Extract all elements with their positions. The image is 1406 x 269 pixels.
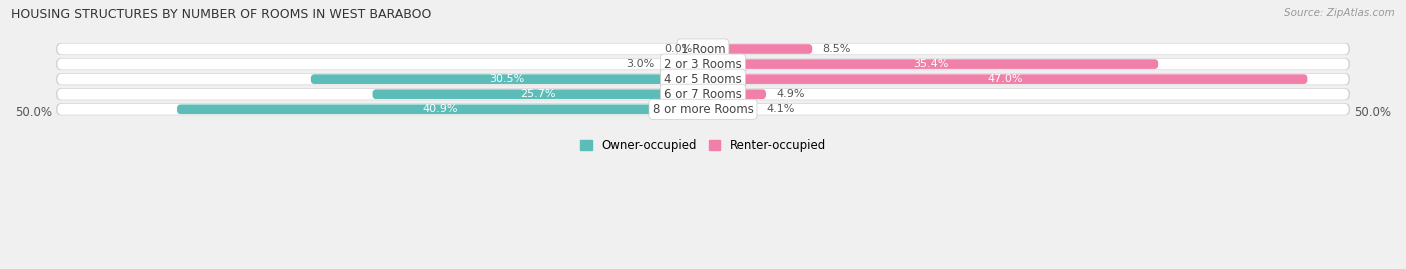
FancyBboxPatch shape xyxy=(56,103,1350,115)
FancyBboxPatch shape xyxy=(56,43,1350,55)
Text: HOUSING STRUCTURES BY NUMBER OF ROOMS IN WEST BARABOO: HOUSING STRUCTURES BY NUMBER OF ROOMS IN… xyxy=(11,8,432,21)
Text: 8.5%: 8.5% xyxy=(823,44,851,54)
Text: 35.4%: 35.4% xyxy=(912,59,948,69)
Text: 50.0%: 50.0% xyxy=(1354,106,1391,119)
FancyBboxPatch shape xyxy=(56,88,1350,100)
FancyBboxPatch shape xyxy=(311,74,703,84)
FancyBboxPatch shape xyxy=(703,59,1159,69)
Text: 40.9%: 40.9% xyxy=(422,104,458,114)
FancyBboxPatch shape xyxy=(58,74,1348,84)
Text: Source: ZipAtlas.com: Source: ZipAtlas.com xyxy=(1284,8,1395,18)
Text: 2 or 3 Rooms: 2 or 3 Rooms xyxy=(664,58,742,70)
Text: 4 or 5 Rooms: 4 or 5 Rooms xyxy=(664,73,742,86)
Text: 3.0%: 3.0% xyxy=(626,59,654,69)
Text: 4.1%: 4.1% xyxy=(766,104,794,114)
Text: 25.7%: 25.7% xyxy=(520,89,555,99)
FancyBboxPatch shape xyxy=(56,73,1350,85)
Text: 50.0%: 50.0% xyxy=(15,106,52,119)
FancyBboxPatch shape xyxy=(703,44,813,54)
Text: 0.0%: 0.0% xyxy=(665,44,693,54)
Text: 8 or more Rooms: 8 or more Rooms xyxy=(652,103,754,116)
Text: 1 Room: 1 Room xyxy=(681,43,725,55)
Text: 6 or 7 Rooms: 6 or 7 Rooms xyxy=(664,88,742,101)
FancyBboxPatch shape xyxy=(58,104,1348,115)
FancyBboxPatch shape xyxy=(703,89,766,99)
Text: 47.0%: 47.0% xyxy=(987,74,1024,84)
FancyBboxPatch shape xyxy=(58,59,1348,69)
FancyBboxPatch shape xyxy=(58,89,1348,100)
FancyBboxPatch shape xyxy=(56,58,1350,70)
FancyBboxPatch shape xyxy=(703,104,756,114)
Legend: Owner-occupied, Renter-occupied: Owner-occupied, Renter-occupied xyxy=(575,135,831,157)
FancyBboxPatch shape xyxy=(703,74,1308,84)
FancyBboxPatch shape xyxy=(665,59,703,69)
Text: 4.9%: 4.9% xyxy=(776,89,804,99)
FancyBboxPatch shape xyxy=(58,44,1348,54)
Text: 30.5%: 30.5% xyxy=(489,74,524,84)
FancyBboxPatch shape xyxy=(373,89,703,99)
FancyBboxPatch shape xyxy=(177,104,703,114)
